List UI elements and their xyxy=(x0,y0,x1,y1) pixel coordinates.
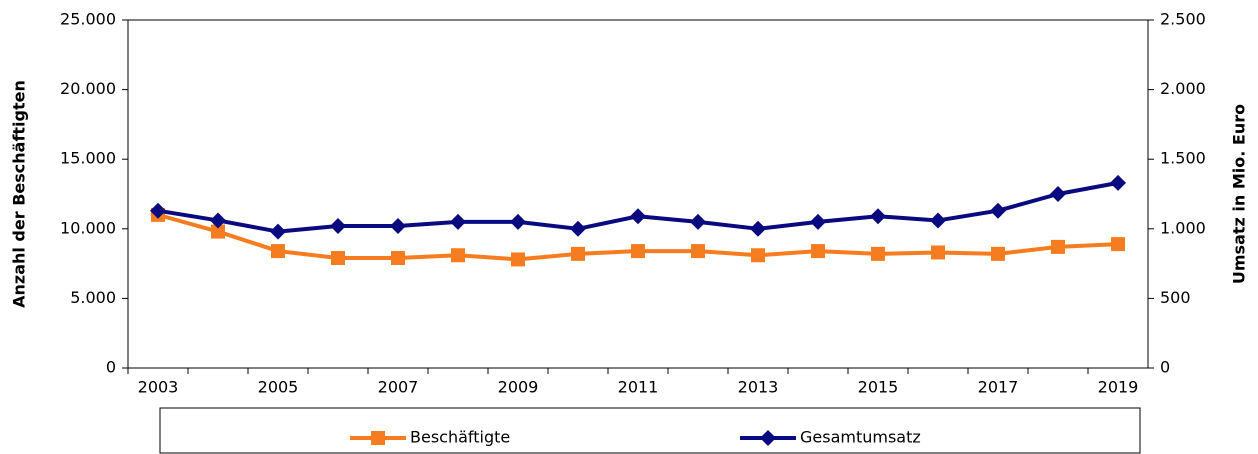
series-marker xyxy=(750,220,766,237)
series-marker xyxy=(1051,239,1065,254)
series-marker xyxy=(511,252,525,267)
series-marker xyxy=(510,213,526,230)
series-marker xyxy=(571,246,585,261)
series-marker xyxy=(210,212,226,229)
series-marker xyxy=(211,224,225,239)
y-axis-title: Anzahl der Beschäftigten xyxy=(10,80,29,308)
x-tick-label: 2017 xyxy=(978,378,1019,397)
y2-tick-label: 500 xyxy=(1160,288,1191,307)
series-marker xyxy=(270,223,286,240)
series-marker xyxy=(811,244,825,259)
y2-tick-label: 1.000 xyxy=(1160,218,1206,237)
series-marker xyxy=(631,244,645,259)
series-marker xyxy=(691,244,705,259)
series-marker xyxy=(1111,237,1125,252)
legend-label: Beschäftigte xyxy=(410,428,510,447)
series-marker xyxy=(991,246,1005,261)
series-marker xyxy=(930,212,946,229)
y2-tick-label: 2.000 xyxy=(1160,79,1206,98)
series-marker xyxy=(451,248,465,263)
x-tick-label: 2019 xyxy=(1098,378,1139,397)
y-tick-label: 20.000 xyxy=(60,79,116,98)
series-marker xyxy=(630,208,646,225)
series-marker xyxy=(150,202,166,219)
x-tick-label: 2003 xyxy=(138,378,179,397)
y-tick-label: 0 xyxy=(106,358,116,377)
series-marker xyxy=(871,246,885,261)
y2-axis-title: Umsatz in Mio. Euro xyxy=(1230,104,1249,284)
series-marker xyxy=(330,218,346,235)
series-marker xyxy=(810,213,826,230)
x-tick-label: 2005 xyxy=(258,378,299,397)
x-tick-label: 2009 xyxy=(498,378,539,397)
legend-marker xyxy=(371,431,385,445)
series-marker xyxy=(390,218,406,235)
legend-label: Gesamtumsatz xyxy=(800,428,921,447)
series-marker xyxy=(1050,186,1066,202)
series-marker xyxy=(331,251,345,266)
y2-tick-label: 2.500 xyxy=(1160,10,1206,29)
x-tick-label: 2007 xyxy=(378,378,419,397)
series-marker xyxy=(271,244,285,259)
x-tick-label: 2011 xyxy=(618,378,659,397)
y-tick-label: 5.000 xyxy=(70,288,116,307)
plot-frame xyxy=(127,19,1149,369)
y-tick-label: 15.000 xyxy=(60,149,116,168)
series-marker xyxy=(931,245,945,260)
x-tick-label: 2013 xyxy=(738,378,779,397)
series-marker xyxy=(870,208,886,225)
series-marker xyxy=(990,202,1006,219)
series-marker xyxy=(751,248,765,263)
legend-marker xyxy=(760,430,776,446)
series-line xyxy=(157,180,1119,234)
series-marker xyxy=(570,220,586,237)
series-marker xyxy=(391,251,405,266)
series-marker xyxy=(690,213,706,230)
y2-tick-label: 0 xyxy=(1160,358,1170,377)
y-tick-label: 10.000 xyxy=(60,218,116,237)
series-marker xyxy=(1110,174,1126,191)
y2-tick-label: 1.500 xyxy=(1160,149,1206,168)
series-marker xyxy=(450,213,466,230)
x-tick-label: 2015 xyxy=(858,378,899,397)
y-tick-label: 25.000 xyxy=(60,10,116,29)
legend-box xyxy=(159,407,1141,454)
